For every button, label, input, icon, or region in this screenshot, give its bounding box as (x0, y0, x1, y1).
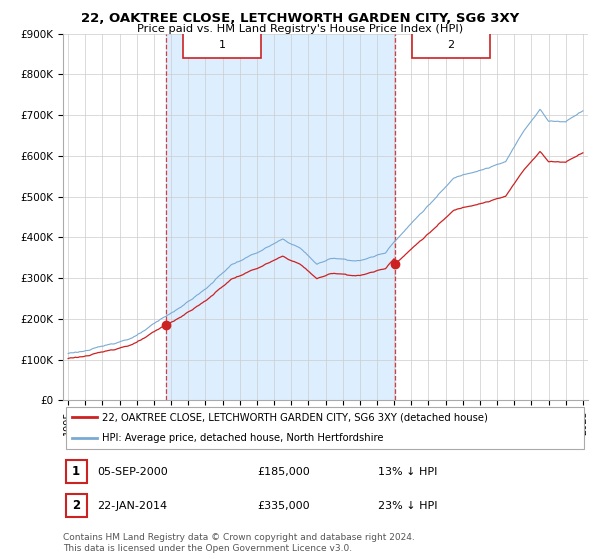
Text: Contains HM Land Registry data © Crown copyright and database right 2024.
This d: Contains HM Land Registry data © Crown c… (63, 533, 415, 553)
Text: 22-JAN-2014: 22-JAN-2014 (97, 501, 167, 511)
Text: 1: 1 (218, 40, 226, 50)
FancyBboxPatch shape (65, 407, 584, 449)
Text: 1: 1 (72, 465, 80, 478)
Text: £185,000: £185,000 (257, 466, 310, 477)
Text: 22, OAKTREE CLOSE, LETCHWORTH GARDEN CITY, SG6 3XY: 22, OAKTREE CLOSE, LETCHWORTH GARDEN CIT… (81, 12, 519, 25)
Text: 2: 2 (72, 499, 80, 512)
FancyBboxPatch shape (65, 460, 86, 483)
FancyBboxPatch shape (65, 494, 86, 517)
Text: 05-SEP-2000: 05-SEP-2000 (97, 466, 168, 477)
FancyBboxPatch shape (184, 31, 260, 58)
Text: HPI: Average price, detached house, North Hertfordshire: HPI: Average price, detached house, Nort… (103, 433, 384, 444)
Text: Price paid vs. HM Land Registry's House Price Index (HPI): Price paid vs. HM Land Registry's House … (137, 24, 463, 34)
FancyBboxPatch shape (412, 31, 490, 58)
Text: £335,000: £335,000 (257, 501, 310, 511)
Text: 23% ↓ HPI: 23% ↓ HPI (378, 501, 437, 511)
Text: 13% ↓ HPI: 13% ↓ HPI (378, 466, 437, 477)
Text: 2: 2 (448, 40, 454, 50)
Bar (166, 34, 395, 400)
Text: 22, OAKTREE CLOSE, LETCHWORTH GARDEN CITY, SG6 3XY (detached house): 22, OAKTREE CLOSE, LETCHWORTH GARDEN CIT… (103, 412, 488, 422)
